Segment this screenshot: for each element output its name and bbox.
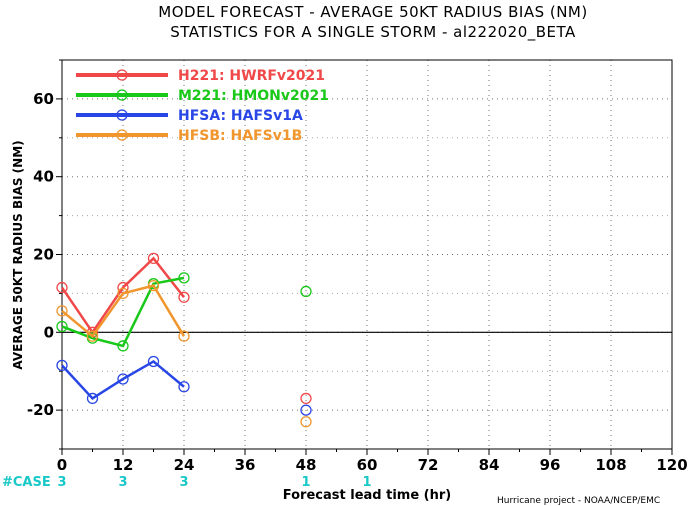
legend-label-0: H221: HWRFv2021 — [178, 68, 325, 84]
legend: H221: HWRFv2021 M221: HMONv2021 HFSA: HAFS… — [76, 68, 329, 144]
y-tick-label-0: 0 — [44, 323, 54, 341]
data-point — [117, 287, 129, 300]
x-tick-label-108: 108 — [595, 456, 626, 474]
x-tick-label-24: 24 — [174, 456, 195, 474]
case-count-60: 1 — [362, 475, 371, 490]
data-point — [56, 281, 68, 294]
chart-title-line2: STATISTICS FOR A SINGLE STORM - al222020… — [170, 23, 576, 42]
data-point-isolated — [300, 416, 312, 428]
data-point — [86, 330, 99, 342]
data-point — [117, 340, 129, 352]
x-tick-label-72: 72 — [418, 456, 439, 474]
x-tick-label-36: 36 — [235, 456, 256, 474]
case-count-12: 3 — [118, 475, 127, 490]
series-layer — [56, 252, 312, 428]
case-count-24: 3 — [179, 475, 188, 490]
data-point — [147, 252, 160, 265]
legend-label-1: M221: HMONv2021 — [178, 88, 329, 104]
data-point — [147, 355, 160, 368]
data-point-isolated — [300, 392, 312, 405]
series-2 — [56, 355, 312, 416]
data-point — [147, 279, 160, 292]
legend-marker-0 — [116, 69, 128, 81]
x-tick-label-96: 96 — [540, 456, 561, 474]
data-point — [178, 330, 190, 342]
x-axis-ticks: 0 12 24 36 48 60 72 84 96 108 120 — [57, 449, 688, 474]
data-point — [56, 359, 68, 372]
chart-title-line1: MODEL FORECAST - AVERAGE 50KT RADIUS BIA… — [158, 3, 587, 21]
data-point-isolated — [300, 404, 312, 416]
x-tick-label-12: 12 — [113, 456, 134, 474]
series-line-1 — [61, 276, 185, 348]
data-point — [117, 373, 129, 385]
x-tick-label-120: 120 — [656, 456, 687, 474]
data-point — [86, 392, 99, 405]
x-tick-label-60: 60 — [357, 456, 378, 474]
case-count-0: 3 — [57, 475, 66, 490]
data-point — [56, 320, 68, 333]
legend-label-3: HFSB: HAFSv1B — [178, 128, 302, 144]
data-point — [56, 305, 68, 317]
data-point — [178, 381, 190, 393]
series-line-0 — [60, 256, 185, 335]
legend-marker-3 — [116, 129, 128, 141]
y-tick-label--20: -20 — [27, 401, 54, 419]
y-tick-label-20: 20 — [33, 246, 54, 264]
y-tick-label-40: 40 — [33, 168, 54, 186]
legend-marker-2 — [116, 109, 128, 121]
case-counts: 3 3 3 1 1 — [57, 475, 371, 490]
y-axis-label: AVERAGE 50KT RADIUS BIAS (NM) — [11, 140, 25, 369]
series-3 — [56, 279, 312, 428]
data-point-isolated — [300, 285, 312, 298]
legend-label-2: HFSA: HAFSv1A — [178, 108, 303, 124]
data-point — [178, 272, 190, 284]
data-point — [178, 291, 190, 303]
legend-marker-1 — [116, 89, 128, 101]
grid-layer — [62, 59, 672, 450]
case-count-48: 1 — [301, 475, 310, 490]
credit-text: Hurricane project - NOAA/NCEP/EMC — [497, 496, 660, 506]
series-line-3 — [61, 284, 186, 339]
y-axis-ticks: -20 0 20 40 60 — [27, 59, 62, 450]
series-line-2 — [61, 359, 185, 401]
x-tick-label-48: 48 — [296, 456, 317, 474]
series-0 — [56, 252, 312, 405]
y-tick-label-60: 60 — [33, 90, 54, 108]
case-label: #CASE — [2, 475, 51, 490]
series-1 — [56, 272, 312, 352]
x-tick-label-84: 84 — [479, 456, 500, 474]
x-tick-label-0: 0 — [57, 456, 67, 474]
x-axis-label: Forecast lead time (hr) — [283, 488, 451, 503]
